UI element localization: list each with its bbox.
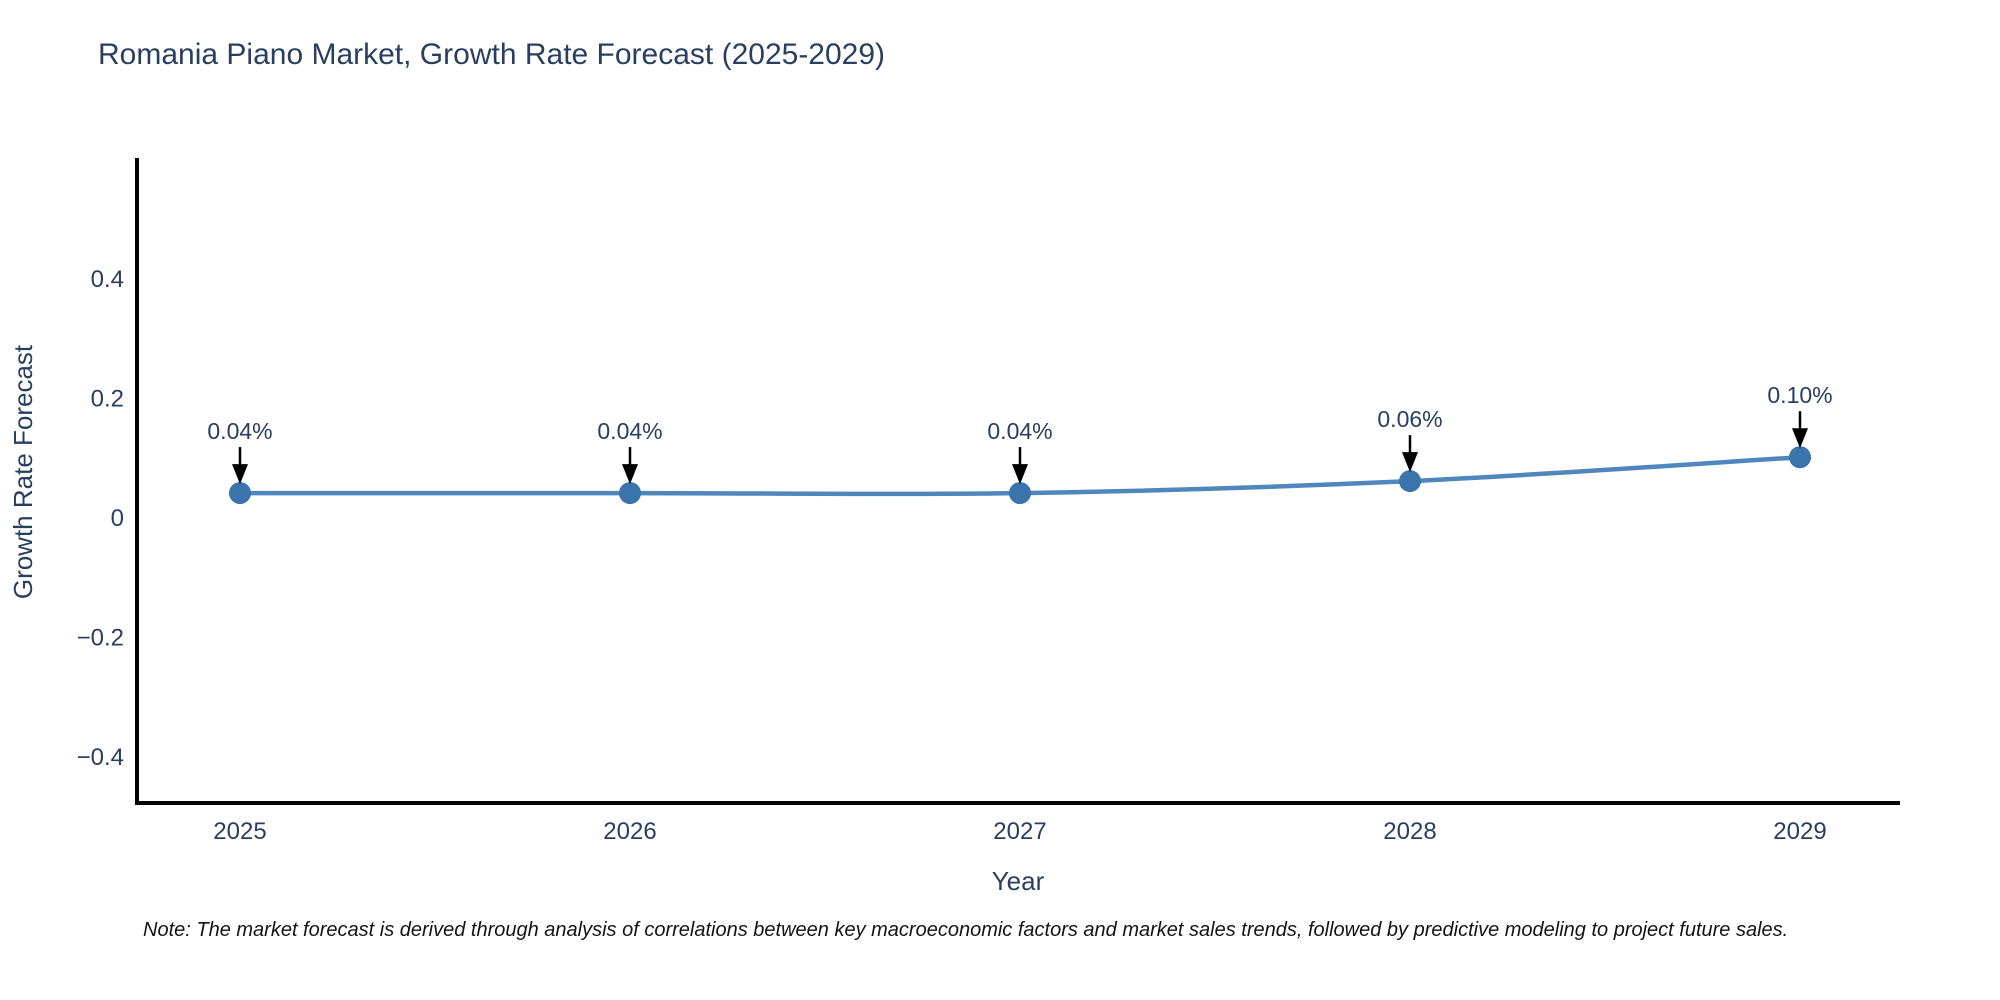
point-annotation: 0.04% (597, 418, 662, 444)
x-axis-title: Year (992, 866, 1045, 896)
y-tick-label: −0.2 (77, 625, 124, 652)
point-annotation: 0.04% (207, 418, 272, 444)
point-annotation: 0.06% (1377, 406, 1442, 432)
data-point (1789, 446, 1811, 469)
x-tick-label: 2026 (603, 818, 656, 845)
x-tick-label: 2027 (993, 818, 1046, 845)
data-point (229, 482, 251, 505)
y-tick-label: 0.4 (91, 266, 124, 293)
y-tick-label: 0.2 (91, 385, 124, 412)
point-annotation: 0.04% (987, 418, 1052, 444)
annotation-arrow-head (622, 464, 638, 485)
point-annotation: 0.10% (1767, 382, 1832, 408)
data-point (619, 482, 641, 505)
annotation-arrow-head (1402, 452, 1418, 473)
x-tick-label: 2029 (1773, 818, 1826, 845)
axes (135, 158, 1900, 805)
data-point (1009, 482, 1031, 505)
annotation-arrow-head (1012, 464, 1028, 485)
annotation-arrow-head (1792, 428, 1808, 449)
y-tick-labels: 0.4 0.2 0 −0.2 −0.4 (77, 266, 124, 771)
y-tick-label: −0.4 (77, 744, 124, 771)
annotation-arrow-head (232, 464, 248, 485)
x-tick-label: 2028 (1383, 818, 1436, 845)
series-growth-rate (229, 446, 1811, 505)
x-tick-label: 2025 (213, 818, 266, 845)
point-annotations: 0.04% 0.04% 0.04% 0.06% 0.10% (207, 382, 1833, 485)
data-point (1399, 470, 1421, 493)
footnote: Note: The market forecast is derived thr… (143, 919, 1789, 941)
x-tick-labels: 2025 2026 2027 2028 2029 (213, 818, 1826, 845)
y-axis-title: Growth Rate Forecast (8, 344, 38, 599)
chart-title: Romania Piano Market, Growth Rate Foreca… (98, 38, 886, 71)
y-tick-label: 0 (111, 505, 124, 532)
